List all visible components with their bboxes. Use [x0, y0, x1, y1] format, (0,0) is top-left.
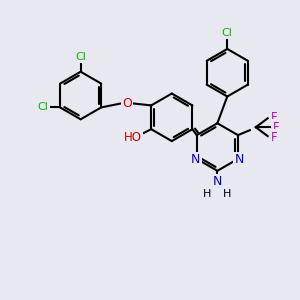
Text: H: H — [223, 189, 232, 199]
Text: N: N — [191, 153, 200, 167]
Text: Cl: Cl — [75, 52, 86, 62]
Text: O: O — [122, 97, 132, 110]
Text: N: N — [234, 153, 244, 167]
Text: N: N — [213, 175, 222, 188]
Text: HO: HO — [123, 130, 141, 144]
Text: Cl: Cl — [222, 28, 233, 38]
Text: F: F — [273, 121, 280, 134]
Text: H: H — [203, 189, 212, 199]
Text: F: F — [271, 130, 278, 144]
Text: Cl: Cl — [38, 102, 49, 112]
Text: F: F — [271, 111, 278, 124]
